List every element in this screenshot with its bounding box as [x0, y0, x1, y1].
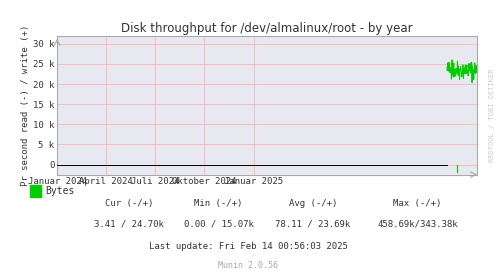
Title: Disk throughput for /dev/almalinux/root - by year: Disk throughput for /dev/almalinux/root …	[121, 21, 413, 35]
Text: 78.11 / 23.69k: 78.11 / 23.69k	[275, 220, 351, 229]
Text: Avg (-/+): Avg (-/+)	[289, 199, 337, 208]
Text: Munin 2.0.56: Munin 2.0.56	[219, 261, 278, 270]
Text: 3.41 / 24.70k: 3.41 / 24.70k	[94, 220, 164, 229]
Text: RRDTOOL / TOBI OETIKER: RRDTOOL / TOBI OETIKER	[489, 69, 495, 162]
Text: Max (-/+): Max (-/+)	[393, 199, 442, 208]
Text: Min (-/+): Min (-/+)	[194, 199, 243, 208]
Text: Cur (-/+): Cur (-/+)	[105, 199, 154, 208]
Text: 458.69k/343.38k: 458.69k/343.38k	[377, 220, 458, 229]
Y-axis label: Pr second read (-) / write (+): Pr second read (-) / write (+)	[21, 24, 30, 186]
Text: 0.00 / 15.07k: 0.00 / 15.07k	[184, 220, 253, 229]
Text: Bytes: Bytes	[46, 186, 75, 196]
Text: Last update: Fri Feb 14 00:56:03 2025: Last update: Fri Feb 14 00:56:03 2025	[149, 242, 348, 251]
